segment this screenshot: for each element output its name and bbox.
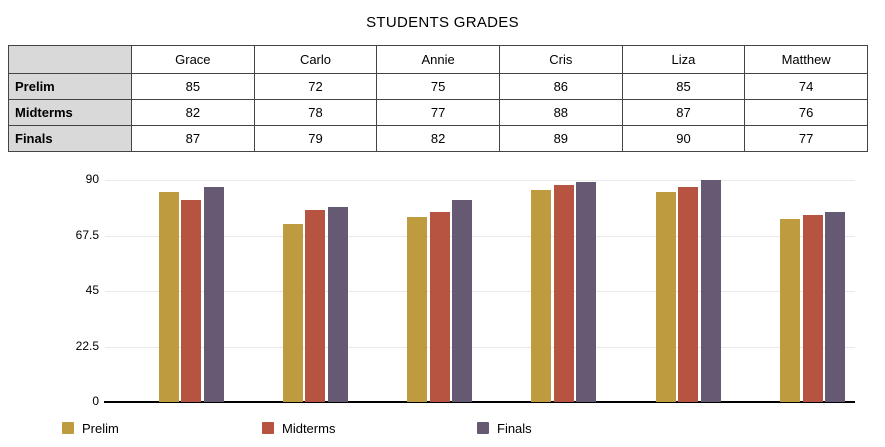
row-label: Prelim xyxy=(8,73,132,100)
table-row: Finals 87 79 82 89 90 77 xyxy=(8,125,868,152)
grades-table: Grace Carlo Annie Cris Liza Matthew Prelim 85 7… xyxy=(8,45,868,152)
grade-cell: 82 xyxy=(376,125,500,152)
legend-swatch-midterms xyxy=(262,422,274,434)
bar-annie-midterms xyxy=(429,212,450,402)
bar-cris-midterms xyxy=(553,184,574,402)
bar-grace-midterms xyxy=(181,199,201,402)
column-header: Matthew xyxy=(744,45,868,74)
column-header: Liza xyxy=(621,45,746,74)
bar-carlo-prelim xyxy=(282,224,303,402)
legend-swatch-finals xyxy=(477,422,489,434)
grade-cell: 85 xyxy=(621,73,746,100)
bar-annie-prelim xyxy=(407,217,428,402)
grade-cell: 77 xyxy=(376,99,500,126)
bar-carlo-finals xyxy=(327,207,348,402)
grades-table-body: Prelim 85 72 75 86 85 74 Midterms 82 78 77 88 87 76 Fi… xyxy=(8,73,868,152)
bar-grace-finals xyxy=(203,187,224,402)
grade-cell: 85 xyxy=(131,73,255,100)
row-label: Midterms xyxy=(8,99,132,126)
bar-matthew-midterms xyxy=(802,214,823,402)
grades-table-head: Grace Carlo Annie Cris Liza Matthew xyxy=(8,45,868,74)
bar-cris-finals xyxy=(576,182,597,402)
grade-cell: 77 xyxy=(744,125,868,152)
gridline xyxy=(105,180,855,181)
grade-cell: 79 xyxy=(253,125,378,152)
y-tick-label: 45 xyxy=(85,283,99,297)
bar-matthew-prelim xyxy=(780,219,801,402)
bar-cris-prelim xyxy=(531,189,552,402)
grade-cell: 89 xyxy=(498,125,623,152)
table-row: Midterms 82 78 77 88 87 76 xyxy=(8,99,868,126)
bar-liza-midterms xyxy=(678,187,699,402)
bar-liza-finals xyxy=(700,180,721,402)
legend-label: Finals xyxy=(497,420,532,436)
gridline xyxy=(105,346,855,348)
table-header-row: Grace Carlo Annie Cris Liza Matthew xyxy=(8,45,868,74)
y-tick-label: 67.5 xyxy=(75,227,99,242)
column-header: Annie xyxy=(376,45,500,74)
page-title: STUDENTS GRADES xyxy=(366,14,519,31)
grade-cell: 88 xyxy=(498,99,623,126)
bar-liza-prelim xyxy=(655,192,676,402)
legend-item-finals: Finals xyxy=(477,420,532,436)
y-tick-label: 22.5 xyxy=(75,338,99,353)
gridline xyxy=(105,291,855,292)
chart-legend: Prelim Midterms Finals xyxy=(0,421,885,437)
gridline xyxy=(105,235,855,237)
bar-carlo-midterms xyxy=(305,209,326,402)
legend-label: Prelim xyxy=(82,420,119,436)
bar-annie-finals xyxy=(452,199,473,402)
legend-item-midterms: Midterms xyxy=(262,420,336,436)
bar-grace-prelim xyxy=(158,192,179,402)
row-label: Finals xyxy=(8,125,132,152)
grade-cell: 72 xyxy=(253,73,378,100)
grade-cell: 82 xyxy=(131,99,255,126)
legend-item-prelim: Prelim xyxy=(62,420,119,436)
x-axis-line xyxy=(104,401,855,403)
column-header: Cris xyxy=(498,45,623,74)
table-row: Prelim 85 72 75 86 85 74 xyxy=(8,73,868,100)
legend-label: Midterms xyxy=(282,420,336,436)
y-tick-label: 90 xyxy=(85,172,99,186)
grade-cell: 75 xyxy=(376,73,500,100)
grade-cell: 87 xyxy=(131,125,255,152)
y-tick-label: 0 xyxy=(92,394,99,408)
bar-matthew-finals xyxy=(825,212,846,402)
legend-swatch-prelim xyxy=(62,422,74,434)
